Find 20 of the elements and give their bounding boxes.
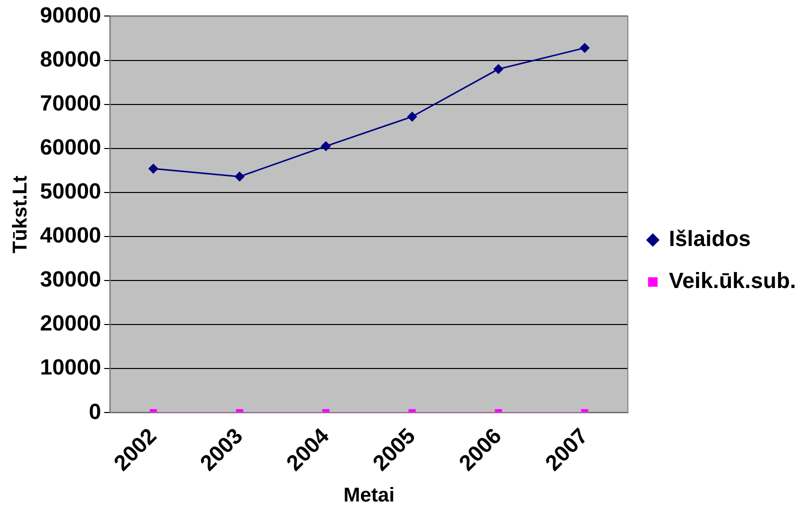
point	[321, 141, 331, 151]
y-tick-label: 70000	[40, 90, 102, 116]
legend-label: Išlaidos	[668, 226, 751, 252]
y-tick-label: 90000	[40, 2, 102, 28]
legend-label: Veik.ūk.sub.	[668, 268, 796, 294]
point	[148, 164, 158, 174]
y-tick-label: 30000	[40, 266, 102, 292]
y-axis-title: Tūkst.Lt	[10, 175, 32, 254]
point	[407, 112, 417, 122]
point	[234, 172, 244, 182]
y-tick-label: 40000	[40, 222, 102, 248]
point	[580, 43, 590, 53]
point	[494, 64, 504, 74]
y-tick-label: 80000	[40, 46, 102, 72]
y-tick-label: 0	[88, 398, 102, 424]
y-tick-label: 60000	[40, 134, 102, 160]
y-tick-label: 20000	[40, 310, 102, 336]
x-axis-title: Metai	[343, 484, 395, 507]
y-tick-label: 50000	[40, 178, 102, 204]
y-tick-label: 10000	[40, 354, 102, 380]
